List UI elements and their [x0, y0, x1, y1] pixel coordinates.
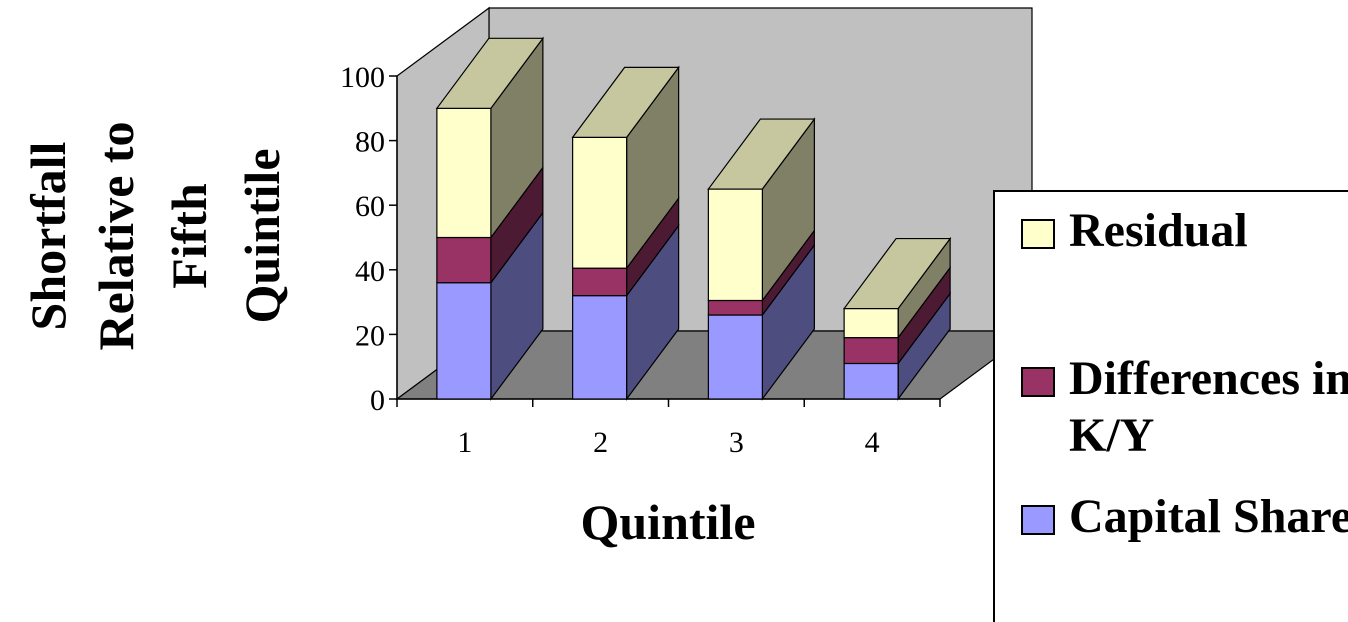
- y-tick-label-1: 20: [355, 319, 385, 352]
- x-tick-label-0: 1: [457, 426, 472, 459]
- y-tick-label-3: 60: [355, 190, 385, 223]
- legend-swatch-residual: [1021, 219, 1055, 249]
- legend-label-differences: Differences in K/Y: [1069, 352, 1348, 462]
- legend: Residual Differences in K/Y Capital Shar…: [993, 190, 1348, 622]
- bar-front-q2-s0: [572, 295, 628, 400]
- bar-front-q4-s1: [843, 337, 899, 365]
- x-axis-title: Quintile: [580, 494, 756, 550]
- y-axis-title-line-3: Fifth: [161, 183, 217, 289]
- y-axis-title: Shortfall Relative to Fifth Quintile: [0, 0, 330, 480]
- bar-front-q3-s1: [707, 299, 763, 316]
- bar-top-q1: [435, 37, 545, 109]
- bar-front-q2-s2: [572, 136, 628, 269]
- bar-front-q4-s2: [843, 307, 899, 339]
- bar-front-q1-s2: [436, 107, 492, 239]
- y-axis-title-line-1: Shortfall: [20, 141, 76, 331]
- x-tick-label-3: 4: [865, 426, 880, 459]
- legend-label-residual: Residual: [1069, 204, 1248, 257]
- bar-front-q4-s0: [843, 362, 899, 400]
- bar-top-q3: [707, 118, 816, 190]
- legend-label-capital-share: Capital Share: [1069, 490, 1348, 543]
- y-axis-title-line-4: Quintile: [234, 148, 290, 324]
- bar-top-q4: [842, 237, 952, 310]
- bar-front-q3-s0: [707, 314, 763, 400]
- y-tick-label-2: 40: [355, 255, 385, 288]
- y-tick-label-4: 80: [355, 126, 385, 159]
- bar-front-q3-s2: [707, 188, 763, 302]
- bar-front-q1-s1: [436, 236, 492, 284]
- bar-front-q1-s0: [436, 282, 492, 400]
- x-tick-label-1: 2: [593, 426, 608, 459]
- y-tick-label-5: 100: [340, 61, 385, 94]
- bar-front-q2-s1: [572, 267, 628, 297]
- bar-top-q2: [571, 66, 680, 138]
- y-tick-label-0: 0: [370, 384, 385, 417]
- y-axis-title-line-2: Relative to: [88, 121, 144, 351]
- legend-swatch-differences: [1021, 367, 1055, 397]
- x-tick-label-2: 3: [729, 426, 744, 459]
- legend-swatch-capital-share: [1021, 505, 1055, 535]
